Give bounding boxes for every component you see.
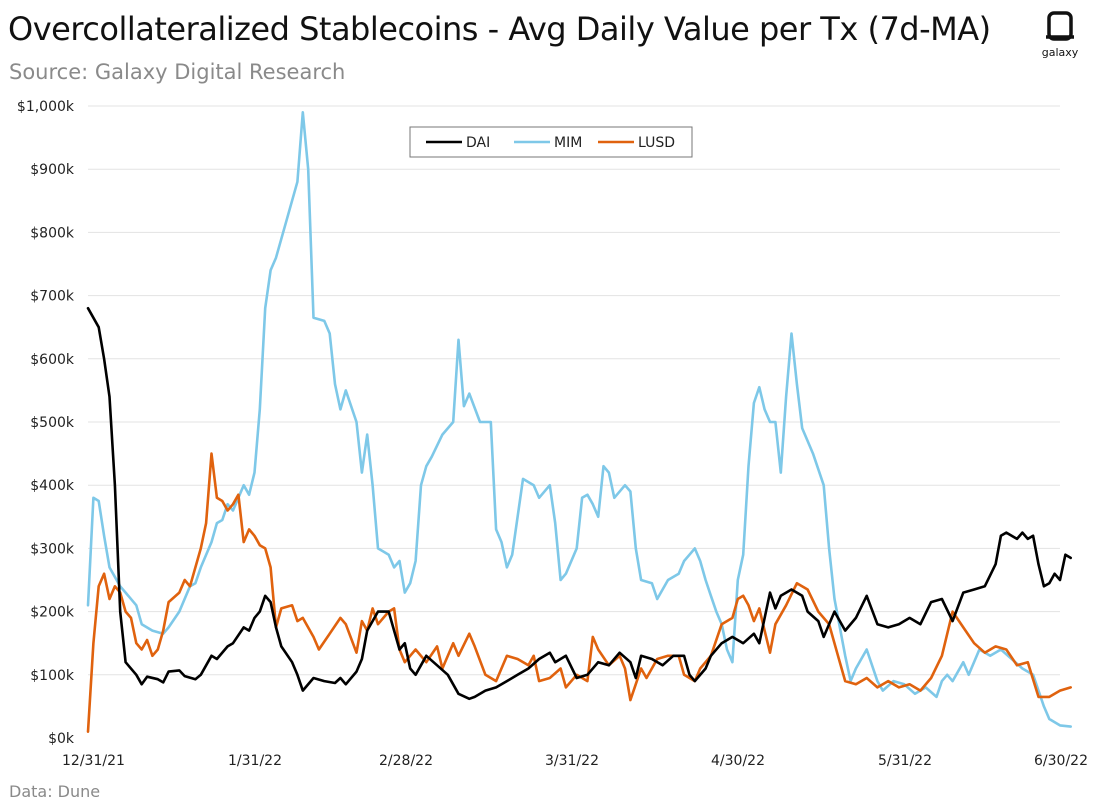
chart-title: Overcollateralized Stablecoins - Avg Dai… <box>8 10 991 48</box>
y-tick-label: $800k <box>30 225 75 241</box>
chart-subtitle: Source: Galaxy Digital Research <box>9 60 346 84</box>
y-tick-label: $300k <box>30 541 75 557</box>
x-tick-label: 3/31/22 <box>545 753 599 769</box>
y-tick-label: $700k <box>30 289 75 305</box>
y-tick-label: $100k <box>30 668 75 684</box>
y-tick-label: $200k <box>30 605 75 621</box>
galaxy-logo-icon <box>1046 11 1074 41</box>
y-tick-label: $900k <box>30 162 75 178</box>
legend-label-lusd: LUSD <box>638 135 675 151</box>
line-chart: $0k $100k $200k $300k $400k $500k $600k $700k $8… <box>17 99 1088 769</box>
x-tick-label: 12/31/21 <box>62 753 125 769</box>
x-tick-label: 6/30/22 <box>1034 753 1088 769</box>
x-tick-label: 1/31/22 <box>228 753 282 769</box>
legend-label-mim: MIM <box>554 135 582 151</box>
series-line-mim <box>86 111 1072 728</box>
x-tick-label: 5/31/22 <box>878 753 932 769</box>
y-tick-label: $500k <box>30 415 75 431</box>
data-source-footer: Data: Dune <box>9 782 101 801</box>
y-tick-label: $0k <box>48 731 75 747</box>
galaxy-logo-text: galaxy <box>1041 46 1079 59</box>
y-tick-label: $600k <box>30 352 75 368</box>
legend-label-dai: DAI <box>466 135 490 151</box>
series-line-lusd <box>86 452 1072 733</box>
x-tick-label: 2/28/22 <box>379 753 433 769</box>
y-tick-label: $400k <box>30 478 75 494</box>
series-line-dai <box>86 306 1072 701</box>
y-tick-label: $1,000k <box>17 99 75 115</box>
x-tick-label: 4/30/22 <box>711 753 765 769</box>
